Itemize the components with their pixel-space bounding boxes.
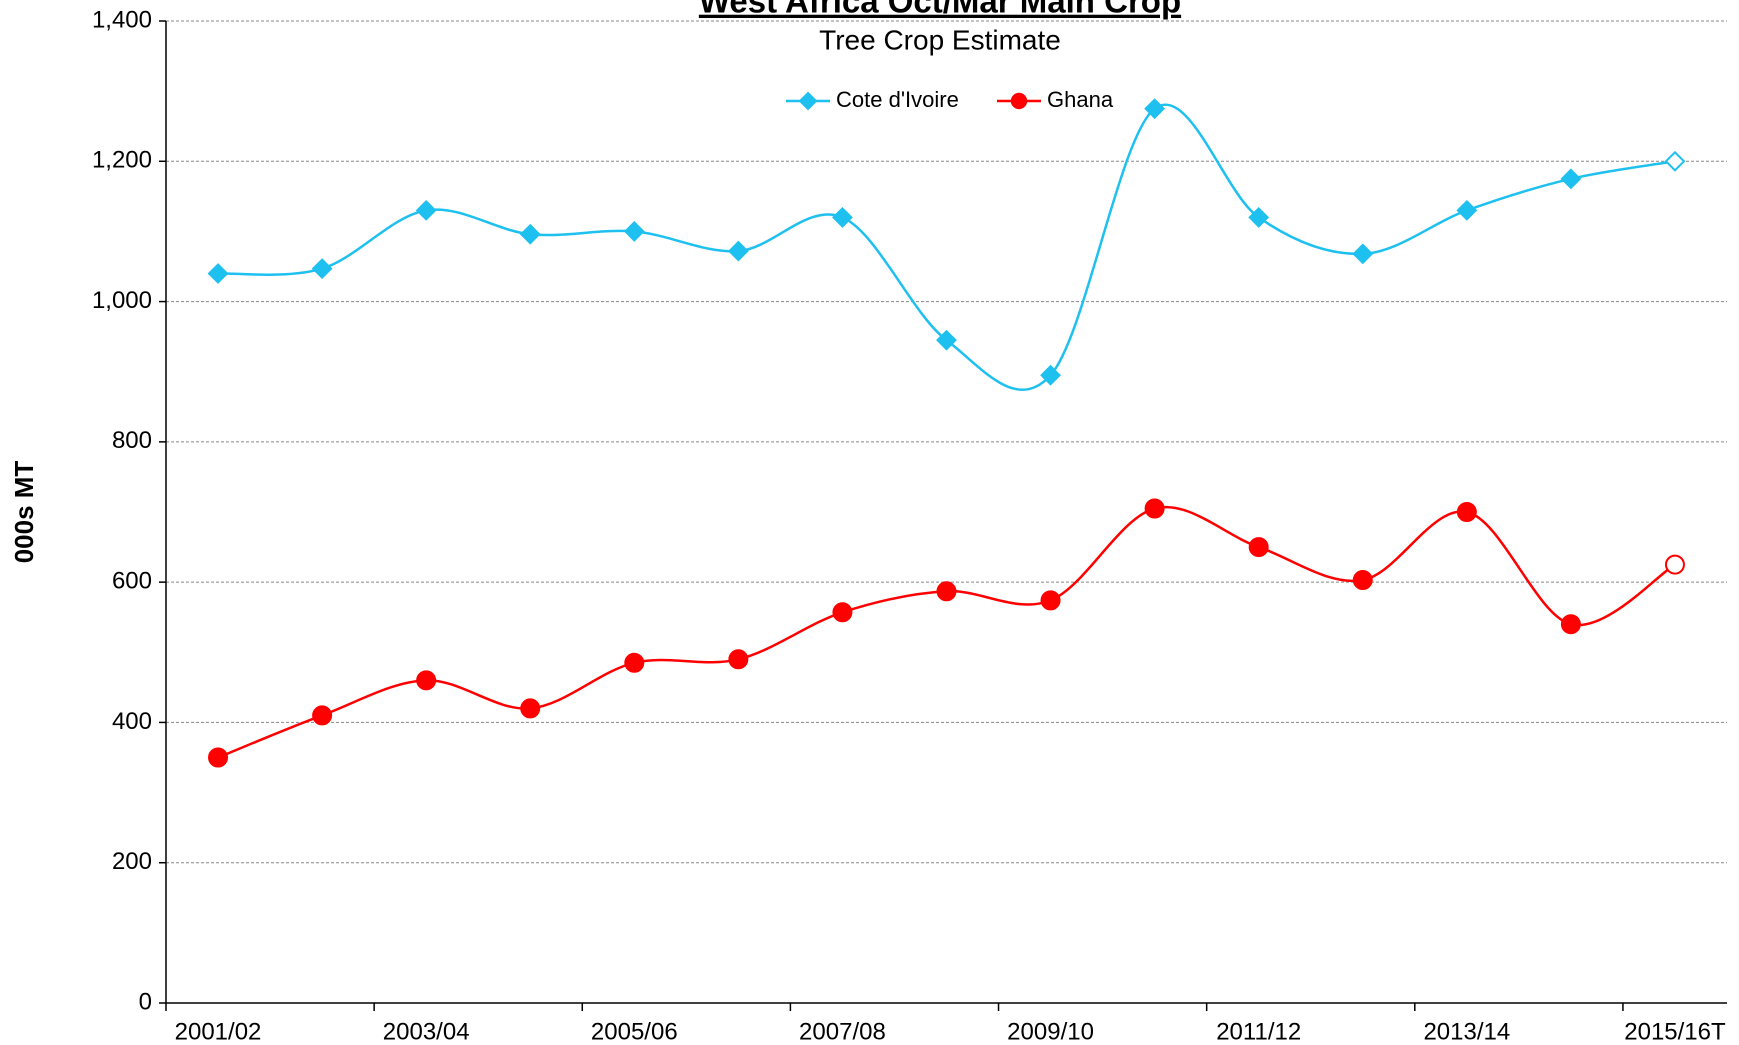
data-point xyxy=(415,199,437,221)
x-tick-label: 2009/10 xyxy=(1007,1018,1094,1045)
line-series xyxy=(217,103,1676,391)
data-point xyxy=(936,329,957,351)
data-point xyxy=(624,652,645,673)
x-tick-label: 2001/02 xyxy=(175,1018,262,1045)
legend-label: Cote d'Ivoire xyxy=(836,87,959,112)
y-tick-label: 800 xyxy=(112,427,152,454)
data-point xyxy=(1456,502,1477,522)
data-point xyxy=(311,258,333,280)
x-tick-label: 2005/06 xyxy=(591,1018,678,1045)
x-tick-label: 2011/12 xyxy=(1216,1018,1301,1045)
data-point xyxy=(208,747,229,768)
data-point xyxy=(416,670,437,691)
data-point xyxy=(1456,199,1478,221)
data-point xyxy=(1352,570,1373,591)
chart-title: West Africa Oct/Mar Main Crop xyxy=(699,0,1181,20)
x-tick-label: 2007/08 xyxy=(799,1018,886,1045)
y-tick-label: 1,200 xyxy=(92,147,152,174)
data-point xyxy=(312,705,333,726)
x-tick-label: 2015/16T xyxy=(1624,1018,1726,1045)
data-point xyxy=(623,221,645,242)
data-point xyxy=(1560,614,1581,635)
data-point xyxy=(832,206,853,228)
data-point xyxy=(207,263,229,284)
data-point xyxy=(798,91,818,111)
y-tick-label: 1,400 xyxy=(92,6,152,33)
legend-label: Ghana xyxy=(1047,87,1114,112)
data-point xyxy=(832,602,853,623)
y-tick-label: 600 xyxy=(112,567,152,594)
data-point xyxy=(1664,150,1686,172)
data-point xyxy=(1248,206,1270,228)
chart-subtitle: Tree Crop Estimate xyxy=(819,24,1061,55)
data-point xyxy=(1010,92,1028,110)
data-point xyxy=(728,649,749,670)
data-point xyxy=(727,240,749,262)
line-series xyxy=(217,505,1676,759)
x-tick-label: 2013/14 xyxy=(1423,1018,1510,1045)
y-tick-label: 400 xyxy=(112,708,152,735)
data-point xyxy=(520,698,541,719)
data-point xyxy=(1664,554,1685,575)
y-tick-label: 1,000 xyxy=(92,287,152,314)
y-axis-label: 000s MT xyxy=(9,461,39,564)
y-tick-label: 0 xyxy=(139,988,152,1015)
data-point xyxy=(1560,168,1582,190)
data-point xyxy=(1040,590,1061,611)
data-point xyxy=(1352,243,1374,265)
x-tick-label: 2003/04 xyxy=(383,1018,470,1045)
data-point xyxy=(519,223,541,245)
data-point xyxy=(1144,498,1165,519)
data-point xyxy=(1040,364,1061,386)
data-point xyxy=(1144,98,1166,120)
y-tick-label: 200 xyxy=(112,848,152,875)
data-point xyxy=(936,581,957,602)
data-point xyxy=(1248,537,1269,558)
